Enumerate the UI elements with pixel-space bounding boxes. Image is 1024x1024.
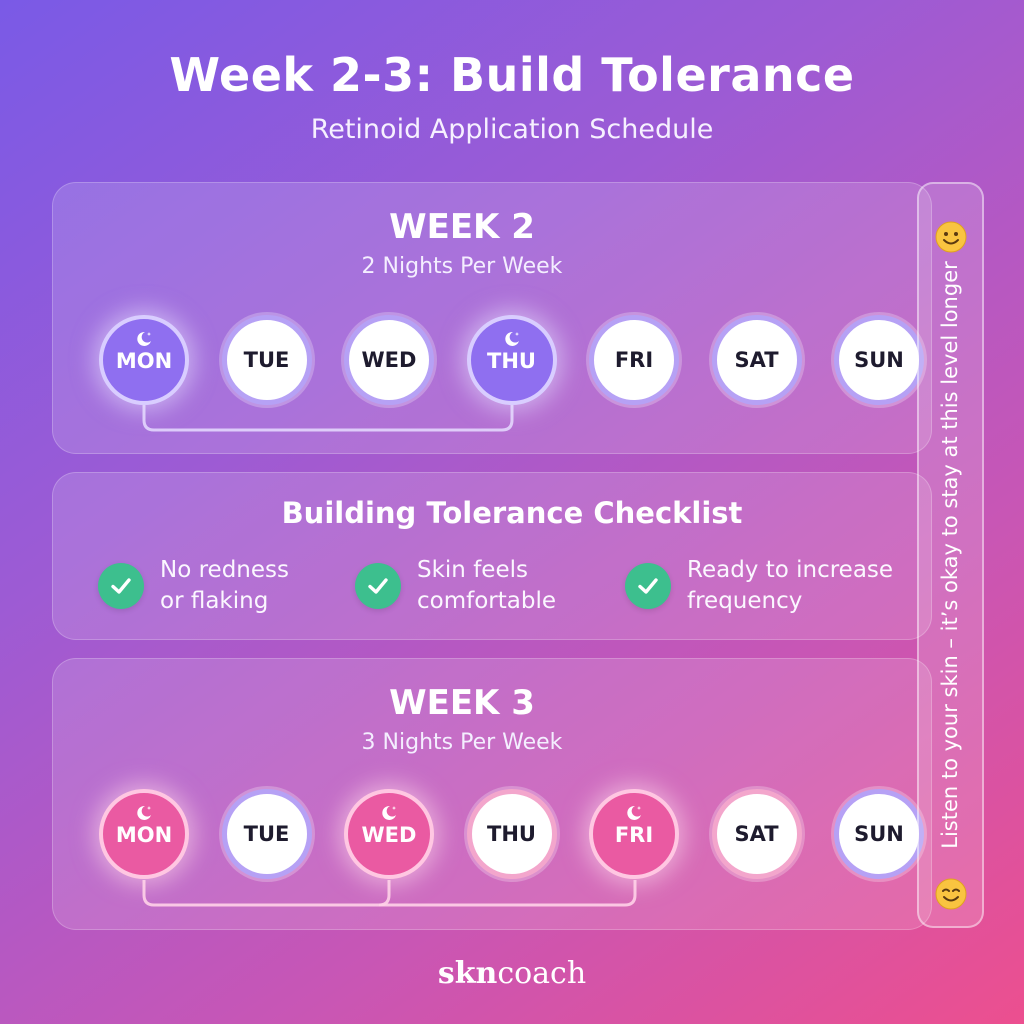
day-label: FRI: [614, 823, 654, 847]
day-label: WED: [361, 823, 417, 847]
day-mon-active: MON: [99, 789, 189, 879]
page-subtitle: Retinoid Application Schedule: [310, 114, 714, 145]
moon-icon: [627, 805, 642, 820]
day-wed: WED: [344, 315, 434, 405]
week2-subtitle: 2 Nights Per Week: [361, 254, 563, 279]
day-tue: TUE: [221, 315, 312, 405]
checklist-item-no-redness: No redness or flaking: [98, 555, 410, 617]
checklist-panel: [52, 472, 932, 640]
side-note-text: Listen to your skin – it’s okay to stay …: [938, 261, 962, 849]
checklist-item-ready-to-increase: Ready to increase frequency: [625, 555, 937, 617]
week2-title: WEEK 2: [389, 207, 535, 247]
day-tue: TUE: [221, 789, 312, 879]
moon-icon: [504, 331, 519, 346]
day-fri-active: FRI: [589, 789, 679, 879]
day-sun: SUN: [834, 789, 924, 879]
day-label: SUN: [854, 348, 904, 372]
day-label: MON: [115, 823, 173, 847]
day-label: SAT: [734, 822, 779, 846]
checklist-item-text: Skin feels comfortable: [417, 557, 556, 614]
day-label: MON: [115, 349, 173, 373]
moon-icon: [137, 331, 152, 346]
moon-icon: [382, 805, 397, 820]
day-fri: FRI: [589, 315, 679, 405]
day-label: THU: [487, 349, 536, 373]
day-sat: SAT: [711, 789, 802, 879]
day-label: THU: [487, 822, 536, 846]
week3-title: WEEK 3: [389, 683, 535, 723]
checkmark-icon: [625, 563, 671, 609]
checklist-title: Building Tolerance Checklist: [281, 496, 743, 530]
day-label: SUN: [854, 822, 904, 846]
checklist-item-skin-comfortable: Skin feels comfortable: [355, 555, 667, 617]
day-sun: SUN: [834, 315, 924, 405]
week3-subtitle: 3 Nights Per Week: [361, 730, 563, 755]
brand-logo: skncoach: [437, 956, 587, 991]
checklist-item-text: Ready to increase frequency: [687, 557, 894, 614]
page-title: Week 2-3: Build Tolerance: [169, 48, 855, 102]
day-label: TUE: [243, 348, 290, 372]
day-label: FRI: [614, 348, 654, 372]
smile-emoji-icon: [935, 221, 967, 253]
day-mon-active: MON: [99, 315, 189, 405]
checklist-item-text: No redness or flaking: [160, 557, 289, 614]
day-sat: SAT: [711, 315, 802, 405]
day-label: SAT: [734, 348, 779, 372]
day-thu-active: THU: [466, 315, 557, 405]
side-note-banner: [917, 182, 984, 928]
day-wed-active: WED: [344, 789, 434, 879]
day-label: TUE: [243, 822, 290, 846]
day-thu: THU: [466, 789, 557, 879]
checkmark-icon: [98, 563, 144, 609]
checkmark-icon: [355, 563, 401, 609]
day-label: WED: [361, 348, 417, 372]
moon-icon: [137, 805, 152, 820]
smile-emoji-icon: [935, 878, 967, 910]
